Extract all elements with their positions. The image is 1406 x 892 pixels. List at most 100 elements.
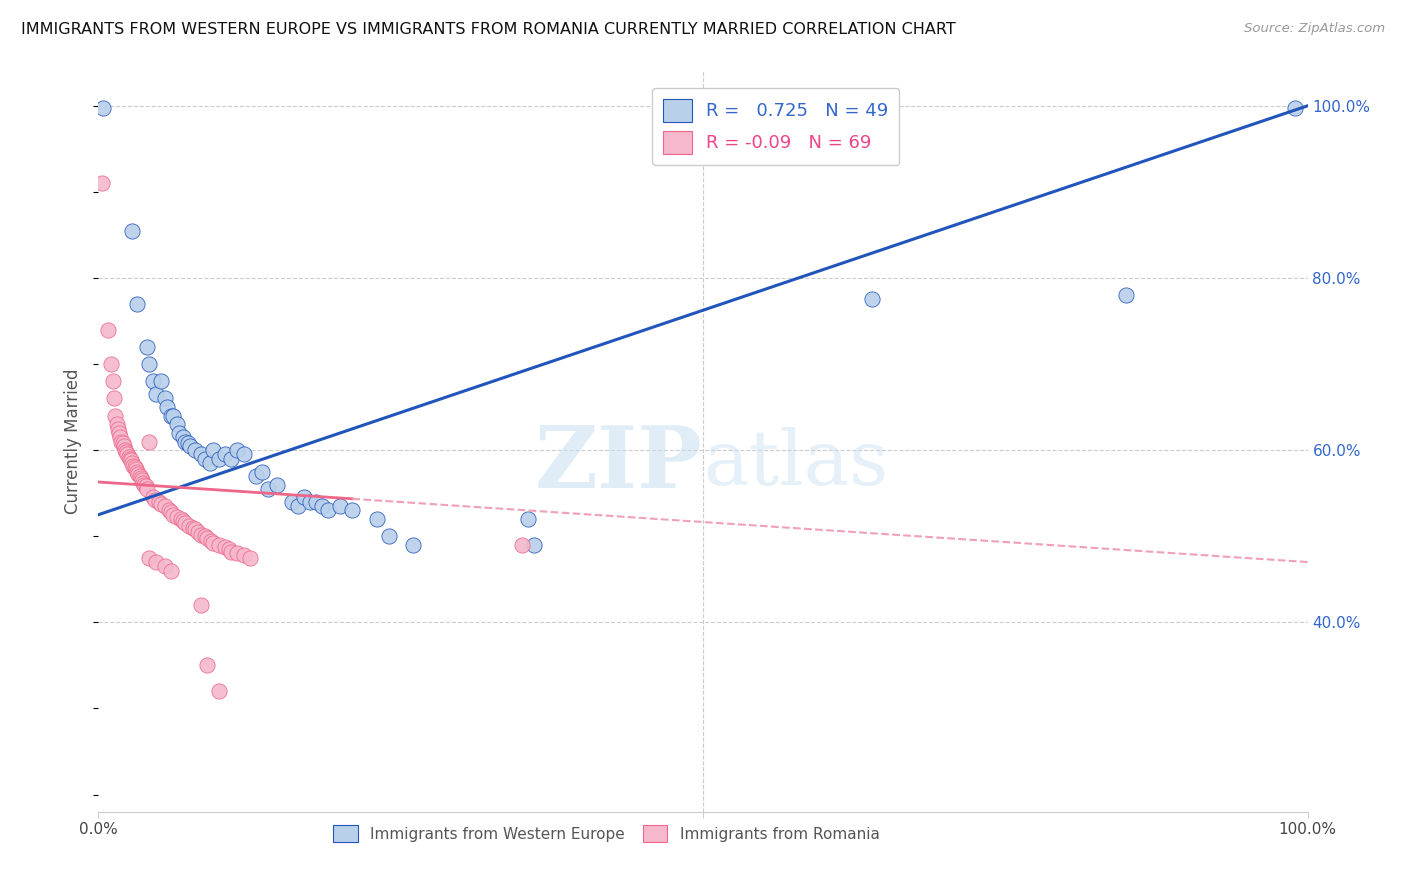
Point <box>366 512 388 526</box>
Point <box>115 445 138 459</box>
Point <box>202 443 225 458</box>
Point <box>100 357 122 371</box>
Point <box>128 469 150 483</box>
Point <box>221 451 243 466</box>
Point <box>138 550 160 565</box>
Point <box>1284 101 1306 115</box>
Point <box>148 495 170 509</box>
Point <box>160 564 183 578</box>
Point <box>200 533 222 548</box>
Point <box>108 425 131 440</box>
Point <box>166 417 188 432</box>
Point <box>138 434 160 449</box>
Point <box>377 529 399 543</box>
Point <box>124 460 146 475</box>
Point <box>91 101 114 115</box>
Point <box>174 434 197 449</box>
Point <box>232 447 254 461</box>
Point <box>250 465 273 479</box>
Point <box>145 555 167 569</box>
Point <box>214 447 236 461</box>
Point <box>127 467 149 482</box>
Point <box>402 538 425 552</box>
Point <box>114 443 136 458</box>
Point <box>184 522 207 536</box>
Point <box>118 451 141 466</box>
Point <box>117 447 139 461</box>
Point <box>342 503 364 517</box>
Point <box>162 409 184 423</box>
Point <box>134 477 156 491</box>
Point <box>208 538 231 552</box>
Point <box>120 453 142 467</box>
Point <box>190 598 212 612</box>
Point <box>177 436 200 450</box>
Point <box>162 508 184 522</box>
Point <box>202 536 225 550</box>
Point <box>190 527 212 541</box>
Point <box>329 499 352 513</box>
Point <box>860 293 883 307</box>
Point <box>97 323 120 337</box>
Point <box>299 495 322 509</box>
Point <box>107 422 129 436</box>
Point <box>142 491 165 505</box>
Point <box>181 521 204 535</box>
Point <box>523 538 546 552</box>
Point <box>292 491 315 505</box>
Point <box>112 439 135 453</box>
Point <box>166 510 188 524</box>
Point <box>221 545 243 559</box>
Point <box>179 519 201 533</box>
Point <box>198 456 221 470</box>
Point <box>172 430 194 444</box>
Point <box>187 524 209 539</box>
Point <box>226 546 249 560</box>
Point <box>105 417 128 432</box>
Text: atlas: atlas <box>703 426 889 500</box>
Point <box>232 548 254 562</box>
Point <box>108 430 131 444</box>
Point <box>118 450 141 464</box>
Point <box>91 176 114 190</box>
Point <box>214 540 236 554</box>
Point <box>194 529 217 543</box>
Point <box>143 493 166 508</box>
Point <box>104 409 127 423</box>
Point <box>110 434 132 449</box>
Point <box>266 477 288 491</box>
Y-axis label: Currently Married: Currently Married <box>65 368 83 515</box>
Point <box>103 392 125 406</box>
Point <box>287 499 309 513</box>
Text: ZIP: ZIP <box>536 422 703 506</box>
Legend: Immigrants from Western Europe, Immigrants from Romania: Immigrants from Western Europe, Immigran… <box>328 819 886 848</box>
Point <box>121 456 143 470</box>
Point <box>194 451 217 466</box>
Point <box>516 512 538 526</box>
Point <box>305 495 328 509</box>
Point <box>208 451 231 466</box>
Point <box>131 473 153 487</box>
Point <box>1115 288 1137 302</box>
Point <box>127 465 149 479</box>
Point <box>510 538 533 552</box>
Point <box>138 357 160 371</box>
Point <box>208 684 231 698</box>
Point <box>160 505 183 519</box>
Point <box>172 514 194 528</box>
Point <box>184 443 207 458</box>
Point <box>179 439 201 453</box>
Point <box>145 387 167 401</box>
Point <box>111 436 134 450</box>
Point <box>316 503 339 517</box>
Point <box>174 516 197 531</box>
Text: IMMIGRANTS FROM WESTERN EUROPE VS IMMIGRANTS FROM ROMANIA CURRENTLY MARRIED CORR: IMMIGRANTS FROM WESTERN EUROPE VS IMMIGR… <box>21 22 956 37</box>
Point <box>129 471 152 485</box>
Point <box>150 496 173 510</box>
Point <box>101 374 124 388</box>
Point <box>156 400 179 414</box>
Point <box>311 499 333 513</box>
Point <box>195 531 218 545</box>
Point <box>169 512 191 526</box>
Point <box>281 495 304 509</box>
